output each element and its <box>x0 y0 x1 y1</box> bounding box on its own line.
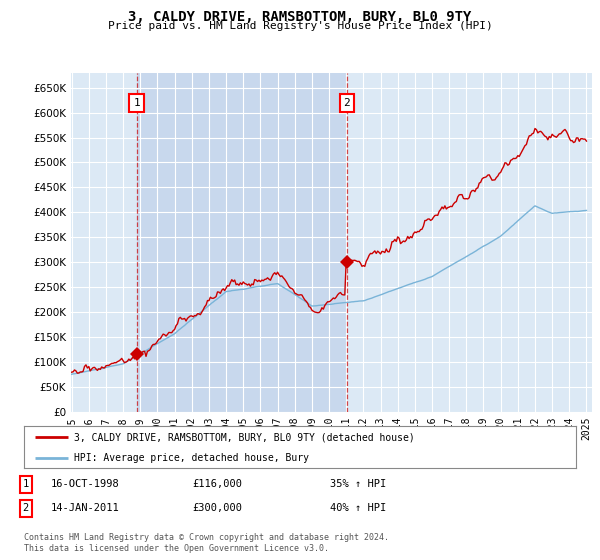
Text: 1: 1 <box>23 479 29 489</box>
Text: Price paid vs. HM Land Registry's House Price Index (HPI): Price paid vs. HM Land Registry's House … <box>107 21 493 31</box>
Bar <box>137 73 347 412</box>
Text: 3, CALDY DRIVE, RAMSBOTTOM, BURY, BL0 9TY: 3, CALDY DRIVE, RAMSBOTTOM, BURY, BL0 9T… <box>128 10 472 24</box>
Text: £116,000: £116,000 <box>192 479 242 489</box>
Text: 2: 2 <box>344 97 350 108</box>
Text: 35% ↑ HPI: 35% ↑ HPI <box>330 479 386 489</box>
Text: 14-JAN-2011: 14-JAN-2011 <box>51 503 120 514</box>
Text: 16-OCT-1998: 16-OCT-1998 <box>51 479 120 489</box>
Text: Contains HM Land Registry data © Crown copyright and database right 2024.
This d: Contains HM Land Registry data © Crown c… <box>24 533 389 553</box>
Text: £300,000: £300,000 <box>192 503 242 514</box>
Text: 2: 2 <box>23 503 29 514</box>
Text: 3, CALDY DRIVE, RAMSBOTTOM, BURY, BL0 9TY (detached house): 3, CALDY DRIVE, RAMSBOTTOM, BURY, BL0 9T… <box>74 432 415 442</box>
Text: 1: 1 <box>133 97 140 108</box>
Text: HPI: Average price, detached house, Bury: HPI: Average price, detached house, Bury <box>74 454 308 463</box>
Text: 40% ↑ HPI: 40% ↑ HPI <box>330 503 386 514</box>
